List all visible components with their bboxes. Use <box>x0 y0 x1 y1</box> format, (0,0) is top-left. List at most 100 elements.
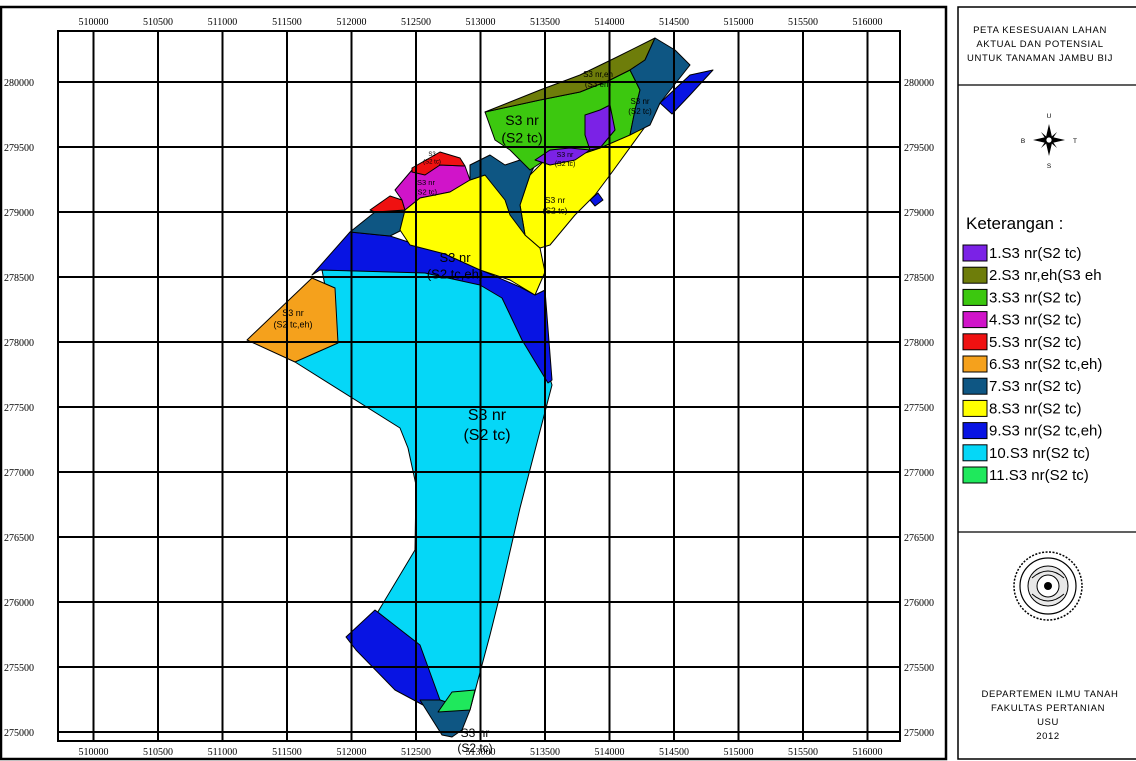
legend-swatch <box>962 266 988 284</box>
y-tick-label: 279000 <box>904 208 934 219</box>
legend-item: 8.S3 nr(S2 tc) <box>962 399 1082 417</box>
x-tick-label: 511500 <box>272 747 302 758</box>
legend-item: 2.S3 nr,eh(S3 eh <box>962 266 1102 284</box>
x-tick-label: 516000 <box>853 747 883 758</box>
legend-heading: Keterangan : <box>966 214 1063 233</box>
y-tick-label: 278000 <box>904 338 934 349</box>
legend-label: 7.S3 nr(S2 tc) <box>989 378 1082 395</box>
footer-line-1: DEPARTEMEN ILMU TANAH <box>982 689 1119 700</box>
legend-label: 8.S3 nr(S2 tc) <box>989 400 1082 417</box>
zone-label: S3 nr (S2 tc) <box>463 407 510 444</box>
legend-item: 10.S3 nr(S2 tc) <box>962 444 1090 462</box>
university-seal-icon <box>1013 551 1083 621</box>
legend-label: 9.S3 nr(S2 tc,eh) <box>989 423 1102 440</box>
map-grid-frame <box>57 30 901 742</box>
x-tick-label: 511500 <box>272 17 302 28</box>
legend-label: 6.S3 nr(S2 tc,eh) <box>989 356 1102 373</box>
x-tick-labels-top: 510000 510500 511000 511500 512000 512500 5130… <box>79 17 883 28</box>
y-tick-labels-left: 280000 279500 279000 278500 278000 277500 2770… <box>4 78 34 739</box>
legend-swatch <box>962 444 988 462</box>
y-tick-label: 277500 <box>904 403 934 414</box>
y-tick-label: 275000 <box>4 728 34 739</box>
zone-5-red-west <box>369 195 406 213</box>
x-tick-label: 511000 <box>208 17 238 28</box>
legend-label: 2.S3 nr,eh(S3 eh <box>989 267 1102 284</box>
legend-label: 1.S3 nr(S2 tc) <box>989 245 1082 262</box>
legend-items: 1.S3 nr(S2 tc) 2.S3 nr,eh(S3 eh 3.S3 nr(S2… <box>962 244 1102 484</box>
y-tick-label: 275000 <box>904 728 934 739</box>
y-tick-label: 278500 <box>4 273 34 284</box>
x-tick-label: 513500 <box>530 747 560 758</box>
x-tick-label: 513000 <box>466 17 496 28</box>
x-tick-label: 515000 <box>724 17 754 28</box>
x-tick-label: 510500 <box>143 747 173 758</box>
y-tick-label: 279000 <box>4 208 34 219</box>
x-tick-label: 512500 <box>401 747 431 758</box>
compass-east: T <box>1073 138 1077 145</box>
zone-label: S3 nr (S2 tc) <box>542 195 567 216</box>
side-panel-frame <box>957 6 1136 760</box>
map-outer-frame <box>0 5 948 761</box>
compass-west: B <box>1021 138 1025 145</box>
legend-label: 10.S3 nr(S2 tc) <box>989 445 1090 462</box>
y-tick-label: 278500 <box>904 273 934 284</box>
y-tick-label: 276000 <box>904 598 934 609</box>
x-tick-label: 512500 <box>401 17 431 28</box>
y-tick-label: 277500 <box>4 403 34 414</box>
legend-label: 5.S3 nr(S2 tc) <box>989 334 1082 351</box>
y-tick-label: 276000 <box>4 598 34 609</box>
zone-label: S3 nr (S2 tc,eh) <box>273 308 312 329</box>
zone-5-red-north <box>411 151 466 176</box>
map-title-line-1: PETA KESESUAIAN LAHAN <box>973 25 1107 36</box>
legend-swatch <box>962 333 988 351</box>
legend-swatch <box>962 399 988 417</box>
zone-11-green <box>437 689 476 713</box>
legend-label: 4.S3 nr(S2 tc) <box>989 312 1082 329</box>
x-tick-label: 515500 <box>788 747 818 758</box>
y-tick-label: 279500 <box>4 143 34 154</box>
x-tick-label: 513500 <box>530 17 560 28</box>
compass-north: U <box>1047 113 1052 120</box>
x-tick-label: 514000 <box>595 17 625 28</box>
footer-line-4: 2012 <box>1036 731 1060 742</box>
x-tick-label: 511000 <box>208 747 238 758</box>
x-tick-label: 510000 <box>79 17 109 28</box>
legend-swatch <box>962 311 988 329</box>
y-tick-label: 280000 <box>904 78 934 89</box>
zone-label: S3 nr (S2 tc) <box>501 112 542 146</box>
x-tick-labels-bottom: 510000 510500 511000 511500 512000 512500 5130… <box>79 747 883 758</box>
x-tick-label: 510000 <box>79 747 109 758</box>
legend-item: 11.S3 nr(S2 tc) <box>962 466 1089 484</box>
y-tick-label: 276500 <box>904 533 934 544</box>
x-tick-label: 512000 <box>337 747 367 758</box>
legend-item: 7.S3 nr(S2 tc) <box>962 377 1082 395</box>
map-title-line-3: UNTUK TANAMAN JAMBU BIJ <box>967 53 1113 64</box>
y-tick-label: 275500 <box>904 663 934 674</box>
zone-1-purple-small <box>534 147 591 166</box>
x-tick-label: 512000 <box>337 17 367 28</box>
zone-labels: S3 nr,eh (S3 eh) S3 nr (S2 tc) S3 nr (S2 tc) S… <box>273 70 652 755</box>
y-tick-label: 276500 <box>4 533 34 544</box>
legend-item: 4.S3 nr(S2 tc) <box>962 311 1082 329</box>
zone-7-teal-central <box>469 154 536 236</box>
zone-label: S3 nr (S2 tc) <box>628 97 652 116</box>
legend-swatch <box>962 466 988 484</box>
x-tick-label: 516000 <box>853 17 883 28</box>
legend-swatch <box>962 244 988 262</box>
zone-label: S3 nr (S2 tc) <box>457 726 492 755</box>
x-tick-label: 510500 <box>143 17 173 28</box>
y-tick-label: 280000 <box>4 78 34 89</box>
zone-1-purple <box>584 104 616 151</box>
x-tick-label: 513000 <box>466 747 496 758</box>
zone-label: S3 (S2 tc) <box>423 152 441 166</box>
legend-swatch <box>962 288 988 306</box>
legend-item: 6.S3 nr(S2 tc,eh) <box>962 355 1102 373</box>
legend-swatch <box>962 422 988 440</box>
legend-item: 1.S3 nr(S2 tc) <box>962 244 1082 262</box>
legend-swatch <box>962 377 988 395</box>
legend-item: 5.S3 nr(S2 tc) <box>962 333 1082 351</box>
legend-item: 9.S3 nr(S2 tc,eh) <box>962 422 1102 440</box>
zone-label: S3 nr (S2 tc) <box>555 152 576 168</box>
zone-label: S3 nr,eh (S3 eh) <box>583 70 613 89</box>
